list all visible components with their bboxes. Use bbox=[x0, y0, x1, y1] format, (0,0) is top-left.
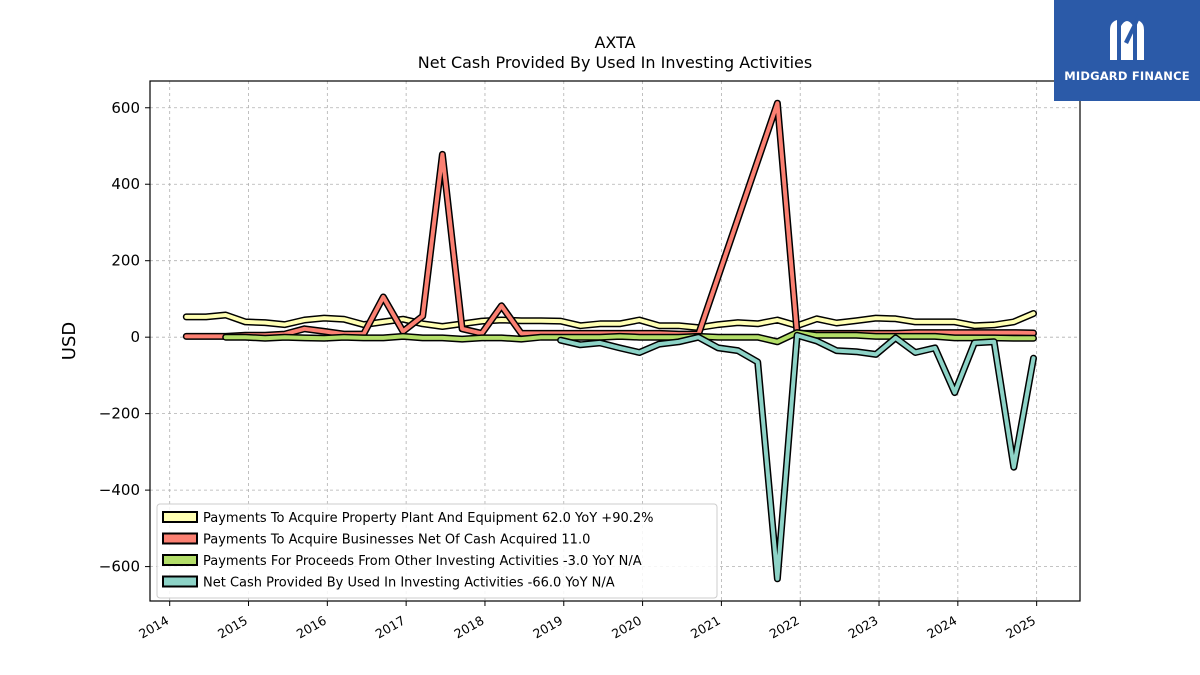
y-tick-label: 200 bbox=[111, 252, 140, 270]
x-axis: 2014 2015 2016 2017 2018 2019 2020 2021 2022 2023… bbox=[136, 601, 1038, 642]
series-1-line bbox=[184, 311, 1036, 330]
legend-label-1: Payments To Acquire Property Plant And E… bbox=[203, 511, 654, 526]
x-tick-label: 2021 bbox=[688, 613, 723, 642]
x-tick-label: 2015 bbox=[215, 613, 250, 642]
legend-label-3: Payments For Proceeds From Other Investi… bbox=[203, 554, 642, 569]
series-lines bbox=[182, 99, 1037, 583]
x-tick-label: 2022 bbox=[767, 613, 802, 642]
chart-title: AXTA bbox=[594, 33, 635, 52]
y-tick-label: 0 bbox=[130, 328, 140, 346]
legend-swatch-3 bbox=[162, 554, 198, 566]
plot-frame bbox=[149, 80, 1081, 602]
y-axis: 600 400 200 0 −200 −400 −600 bbox=[99, 99, 150, 576]
x-tick-label: 2017 bbox=[373, 613, 408, 642]
x-tick-label: 2025 bbox=[1003, 613, 1038, 642]
brand-logo-text: MIDGARD FINANCE bbox=[1064, 69, 1190, 83]
x-tick-label: 2018 bbox=[451, 613, 486, 642]
x-tick-label: 2020 bbox=[609, 613, 644, 642]
series-2-line bbox=[184, 101, 1036, 339]
series-4-line bbox=[558, 333, 1036, 581]
legend-label-2: Payments To Acquire Businesses Net Of Ca… bbox=[203, 533, 590, 548]
legend: Payments To Acquire Property Plant And E… bbox=[156, 503, 718, 599]
x-tick-label: 2024 bbox=[924, 613, 959, 642]
midgard-m-logo-icon bbox=[1110, 14, 1144, 60]
legend-swatch-4 bbox=[162, 575, 198, 588]
legend-swatch-1 bbox=[162, 511, 198, 523]
y-tick-label: −600 bbox=[99, 558, 140, 576]
x-tick-label: 2019 bbox=[530, 613, 565, 642]
series-2-outline bbox=[182, 99, 1037, 340]
y-tick-label: 400 bbox=[111, 175, 140, 193]
legend-box bbox=[156, 503, 718, 599]
legend-swatch-2 bbox=[162, 532, 198, 545]
y-tick-label: −400 bbox=[99, 481, 140, 499]
y-axis-label: USD bbox=[59, 322, 80, 360]
brand-logo: MIDGARD FINANCE bbox=[1054, 0, 1200, 101]
y-tick-label: −200 bbox=[99, 405, 140, 423]
x-tick-label: 2014 bbox=[136, 613, 171, 642]
x-tick-label: 2016 bbox=[294, 613, 329, 642]
y-tick-label: 600 bbox=[111, 99, 140, 117]
chart-subtitle: Net Cash Provided By Used In Investing A… bbox=[418, 53, 812, 72]
legend-label-4: Net Cash Provided By Used In Investing A… bbox=[203, 576, 615, 591]
x-tick-label: 2023 bbox=[845, 613, 880, 642]
